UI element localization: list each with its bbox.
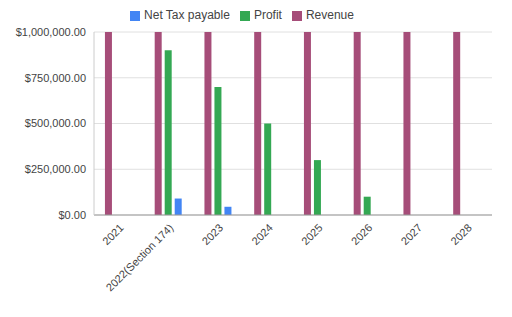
- svg-text:2024: 2024: [249, 221, 275, 247]
- svg-text:2025: 2025: [299, 221, 325, 247]
- html-text:Net Tax payable: Net Tax payable: [144, 8, 230, 22]
- svg-text:$500,000.00: $500,000.00: [25, 117, 86, 129]
- svg-text:$750,000.00: $750,000.00: [25, 72, 86, 84]
- svg-text:2021: 2021: [100, 221, 126, 247]
- svg-text:$0.00: $0.00: [58, 209, 86, 221]
- svg-text:2027: 2027: [399, 221, 425, 247]
- svg-text:2028: 2028: [448, 221, 474, 247]
- svg-text:2026: 2026: [349, 221, 375, 247]
- html-text:Revenue: Revenue: [305, 8, 354, 22]
- html-text:Profit: Profit: [253, 8, 282, 22]
- svg-text:$250,000.00: $250,000.00: [25, 163, 86, 175]
- svg-text:$1,000,000.00: $1,000,000.00: [16, 26, 86, 38]
- svg-text:2022(Section 174): 2022(Section 174): [104, 221, 176, 293]
- svg-text:2023: 2023: [200, 221, 226, 247]
